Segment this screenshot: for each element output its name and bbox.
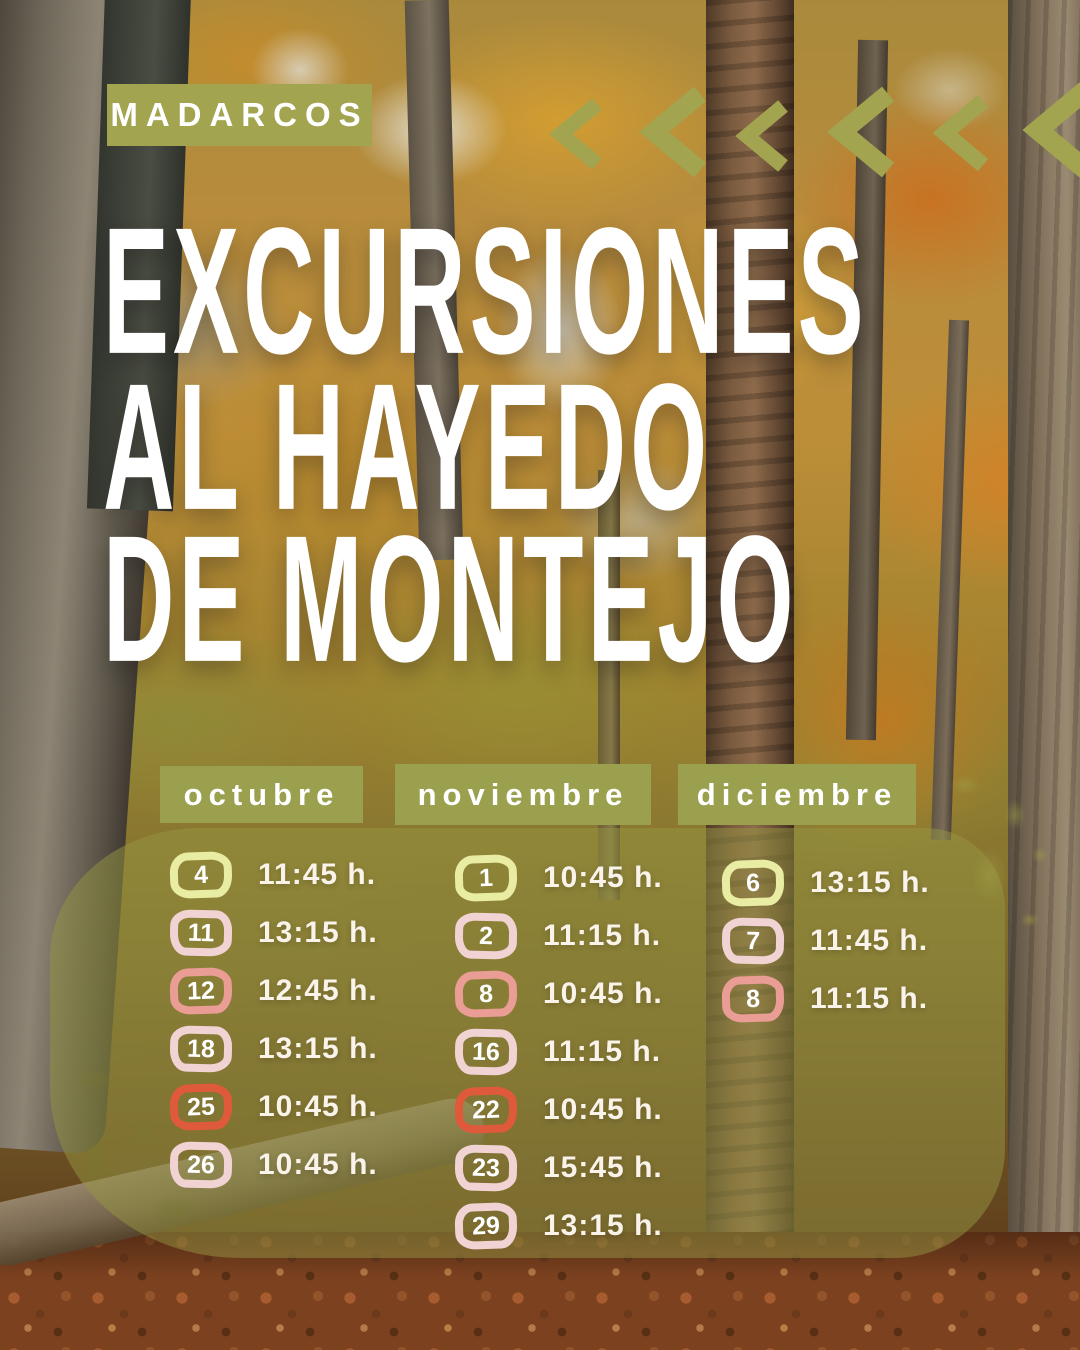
event-day: 2 [478,921,494,950]
event-time: 11:15 h. [543,1035,662,1068]
event-time: 11:45 h. [810,924,929,957]
poster-title-line-2: AL HAYEDO [103,345,712,548]
month-header-octubre: octubre [160,766,363,823]
event-time: 13:15 h. [258,1032,378,1065]
chevron-left-icon [545,98,605,170]
event-day: 29 [471,1211,501,1240]
event-row: 8 10:45 h. [454,969,663,1019]
event-day: 26 [186,1150,216,1179]
event-row: 16 11:15 h. [454,1028,663,1076]
event-row: 29 13:15 h. [454,1201,663,1251]
event-row: 25 10:45 h. [169,1082,378,1132]
date-pill: 8 [454,969,518,1019]
event-day: 4 [193,860,209,889]
date-pill: 6 [721,858,785,908]
event-time: 10:45 h. [258,1090,378,1123]
event-day: 11 [187,918,215,947]
month-header-diciembre: diciembre [678,764,916,825]
date-pill: 18 [169,1025,233,1073]
event-row: 6 13:15 h. [721,858,930,908]
event-day: 8 [478,979,494,1008]
event-row: 4 11:45 h. [169,850,378,900]
date-pill: 2 [454,912,518,960]
month-label: octubre [183,776,340,812]
event-row: 11 13:15 h. [169,909,378,957]
date-pill: 22 [454,1085,518,1135]
event-time: 13:15 h. [258,916,378,949]
date-pill: 26 [169,1141,233,1189]
month-column-noviembre: 1 10:45 h. 2 11:15 h. 8 10:45 h. 16 11:1… [454,853,663,1251]
date-pill: 23 [454,1144,518,1192]
chevron-left-icon [928,94,992,172]
event-time: 11:15 h. [810,982,929,1015]
event-day: 25 [186,1092,216,1121]
month-column-octubre: 4 11:45 h. 11 13:15 h. 12 12:45 h. 18 13… [169,850,378,1189]
tree-trunk [930,319,970,841]
brand-badge-label: MADARCOS [110,96,369,133]
event-row: 12 12:45 h. [169,966,378,1016]
leaf-litter-ground [0,1232,1080,1350]
month-header-noviembre: noviembre [395,764,651,825]
event-row: 23 15:45 h. [454,1144,663,1192]
tree-trunk [1008,0,1080,1350]
date-pill: 25 [169,1082,233,1132]
event-day: 1 [478,863,494,892]
date-pill: 11 [169,909,233,957]
event-day: 8 [745,984,761,1013]
event-day: 7 [745,926,761,955]
date-pill: 12 [169,966,233,1016]
date-pill: 29 [454,1201,518,1251]
event-day: 6 [745,868,761,897]
event-row: 18 13:15 h. [169,1025,378,1073]
event-day: 16 [471,1037,501,1066]
event-time: 15:45 h. [543,1151,663,1184]
event-row: 22 10:45 h. [454,1085,663,1135]
event-day: 18 [186,1034,216,1063]
date-pill: 8 [721,974,785,1024]
event-time: 13:15 h. [810,866,930,899]
brand-badge: MADARCOS [107,84,372,146]
event-time: 10:45 h. [543,1093,663,1126]
event-row: 7 11:45 h. [721,917,930,965]
event-time: 10:45 h. [543,977,663,1010]
date-pill: 1 [454,853,518,903]
event-day: 22 [471,1095,501,1124]
event-row: 26 10:45 h. [169,1141,378,1189]
event-row: 1 10:45 h. [454,853,663,903]
event-time: 11:15 h. [543,919,662,952]
event-day: 12 [186,976,216,1005]
event-time: 10:45 h. [258,1148,378,1181]
poster-title-line-3: DE MONTEJO [103,497,798,700]
month-label: noviembre [417,776,629,812]
poster-title-line-1: EXCURSIONES [103,189,868,392]
event-time: 10:45 h. [543,861,663,894]
leaf-dots-decoration [935,765,1080,955]
chevron-left-icon [731,100,791,172]
date-pill: 7 [721,917,785,965]
date-pill: 4 [169,850,233,900]
chevron-left-icon [1016,82,1080,178]
date-pill: 16 [454,1028,518,1076]
event-day: 23 [471,1153,501,1182]
event-row: 8 11:15 h. [721,974,930,1024]
event-row: 2 11:15 h. [454,912,663,960]
event-time: 13:15 h. [543,1209,663,1242]
chevron-left-icon [634,86,710,178]
month-label: diciembre [696,776,898,812]
month-column-diciembre: 6 13:15 h. 7 11:45 h. 8 11:15 h. [721,858,930,1024]
chevron-left-icon [822,86,898,178]
event-time: 12:45 h. [258,974,378,1007]
event-time: 11:45 h. [258,858,377,891]
